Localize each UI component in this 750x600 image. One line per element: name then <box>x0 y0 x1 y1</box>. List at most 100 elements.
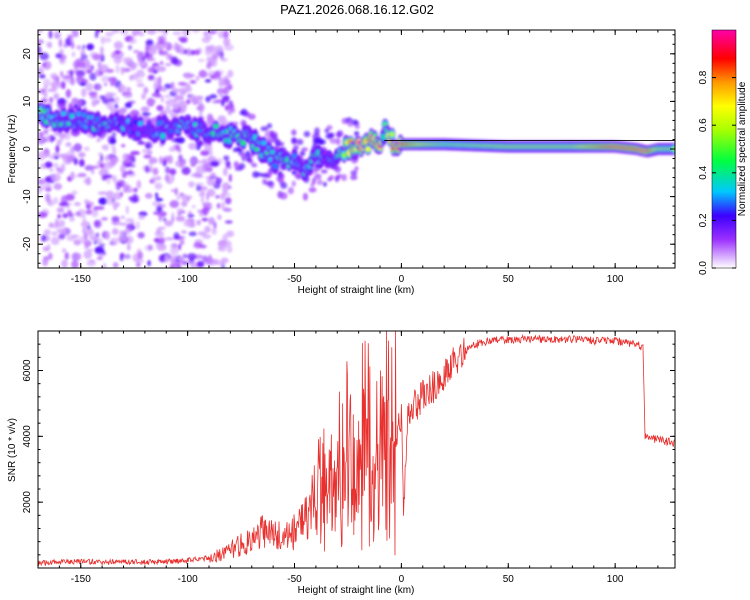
spectrogram-ridge-core <box>389 131 395 137</box>
spectrogram-noise-cell <box>125 205 129 215</box>
spectrogram-noise-cell <box>173 232 180 240</box>
spectrogram-noise-cell <box>208 44 216 53</box>
spectrogram-noise-cell <box>48 30 53 39</box>
spectrogram-noise-cell <box>186 253 197 260</box>
spectrogram-noise-cell <box>164 220 174 227</box>
snr-axes: -150 -100 -50 0 50 100 2000 4000 6000 <box>22 330 675 585</box>
spectrogram-noise-cell <box>299 150 306 157</box>
spectrogram-noise-cell <box>220 192 226 201</box>
spectrogram-noise-cell <box>335 137 341 146</box>
spectrogram-noise-cell <box>174 187 179 196</box>
spectrogram-noise-cell <box>215 195 220 199</box>
spectrogram-noise-cell <box>157 76 162 86</box>
spectrogram-noise-cell <box>155 192 159 199</box>
spectrogram-noise-cell <box>227 245 233 253</box>
spectrogram-ytick-label: 20 <box>22 48 33 60</box>
spectrogram-xtick-label: 50 <box>503 274 515 285</box>
spectrogram-noise-cell <box>168 255 178 262</box>
spectrogram-xlabel: Height of straight line (km) <box>298 285 415 296</box>
spectrogram-noise-cell <box>74 211 82 217</box>
spectrogram-noise-cell <box>172 43 183 52</box>
spectrogram-noise-cell <box>89 259 95 263</box>
spectrogram-noise-cell <box>88 91 98 97</box>
spectrogram-noise-cell <box>122 184 129 193</box>
spectrogram-noise-cell <box>59 104 66 108</box>
spectrogram-noise-cell <box>117 84 126 93</box>
spectrogram-noise-cell <box>248 158 254 165</box>
spectrogram-noise-cell <box>169 168 177 176</box>
snr-line <box>38 331 675 567</box>
snr-ytick-label: 6000 <box>22 359 33 382</box>
spectrogram-noise-cell <box>83 250 92 260</box>
spectrogram-noise-cell <box>193 242 203 249</box>
spectrogram-noise-cell <box>216 87 226 95</box>
spectrogram-noise-cell <box>322 181 327 187</box>
snr-ytick-label: 2000 <box>22 491 33 514</box>
spectrogram-noise-cell <box>218 243 224 250</box>
spectrogram-noise-cell <box>176 194 181 201</box>
spectrogram-noise-cell <box>165 237 174 241</box>
spectrogram-noise-cell <box>213 221 217 230</box>
spectrogram-noise-cell <box>122 229 132 236</box>
spectrogram-noise-cell <box>208 175 218 179</box>
spectrogram-noise-cell <box>109 237 119 246</box>
spectrogram-noise-cell <box>135 262 141 268</box>
spectrogram-ridge-core <box>380 133 386 141</box>
spectrogram-noise-cell <box>334 175 340 183</box>
spectrogram-noise-cell <box>145 50 149 59</box>
spectrogram-noise-cell <box>209 172 217 176</box>
spectrogram-noise-cell <box>199 211 203 217</box>
spectrogram-noise-cell <box>73 143 83 152</box>
spectrogram-noise-cell <box>91 99 97 107</box>
spectrogram-noise-cell <box>71 260 79 268</box>
spectrogram-noise-cell <box>217 214 222 221</box>
spectrogram-noise-cell <box>164 94 173 99</box>
spectrogram-noise-cell <box>47 41 53 49</box>
spectrogram-noise-cell <box>130 155 136 164</box>
spectrogram-noise-cell <box>320 169 328 174</box>
spectrogram-noise-cell <box>71 190 78 196</box>
spectrogram-noise-cell <box>42 258 49 267</box>
spectrogram-noise-cell <box>129 74 134 81</box>
spectrogram-noise-cell <box>316 179 323 186</box>
spectrogram-noise-cell <box>93 219 102 229</box>
spectrogram-noise-cell <box>52 162 59 168</box>
spectrogram-noise-cell <box>204 225 211 234</box>
spectrogram-noise-cell <box>233 161 239 168</box>
spectrogram-noise-cell <box>227 185 232 190</box>
spectrogram-noise-cell <box>121 107 128 112</box>
spectrogram-noise-cell <box>117 179 122 183</box>
spectrogram-noise-cell <box>133 187 138 193</box>
spectrogram-noise-cell <box>135 78 143 83</box>
spectrogram-noise-cell <box>50 236 60 246</box>
spectrogram-noise-cell <box>209 149 213 157</box>
spectrogram-noise-cell <box>224 44 234 51</box>
spectrogram-noise-cell <box>191 30 201 33</box>
colorbar: 0.0 0.2 0.4 0.6 0.8 Normalized spectral ampl… <box>698 29 748 275</box>
spectrogram-noise-cell <box>76 174 80 178</box>
spectrogram-noise-cell <box>223 86 230 95</box>
spectrogram-noise-cell <box>137 141 146 145</box>
spectrogram-noise-cell <box>103 161 114 170</box>
spectrogram-noise-cell <box>187 210 192 216</box>
spectrogram-noise-cell <box>164 166 171 174</box>
spectrogram-noise-cell <box>81 88 87 98</box>
spectrogram-noise-cell <box>202 163 213 171</box>
spectrogram-noise-cell <box>312 168 319 174</box>
spectrogram-noise-cell <box>119 30 129 36</box>
spectrogram-noise-cell <box>112 202 121 208</box>
spectrogram-noise-cell <box>203 30 209 37</box>
spectrogram-noise-cell <box>100 46 104 55</box>
spectrogram-noise-cell <box>137 54 143 63</box>
snr-xlabel: Height of straight line (km) <box>298 585 415 596</box>
spectrogram-noise-cell <box>102 262 107 268</box>
spectrogram-noise-cell <box>251 163 258 168</box>
spectrogram-noise-cell <box>194 182 205 186</box>
spectrogram-noise-cell <box>221 95 230 100</box>
spectrogram-ridge-core <box>365 147 371 152</box>
spectrogram-noise-cell <box>188 73 195 78</box>
spectrogram-ridge-core <box>240 140 246 146</box>
spectrogram-noise-cell <box>161 87 167 92</box>
spectrogram-ytick-label: 10 <box>22 95 33 107</box>
